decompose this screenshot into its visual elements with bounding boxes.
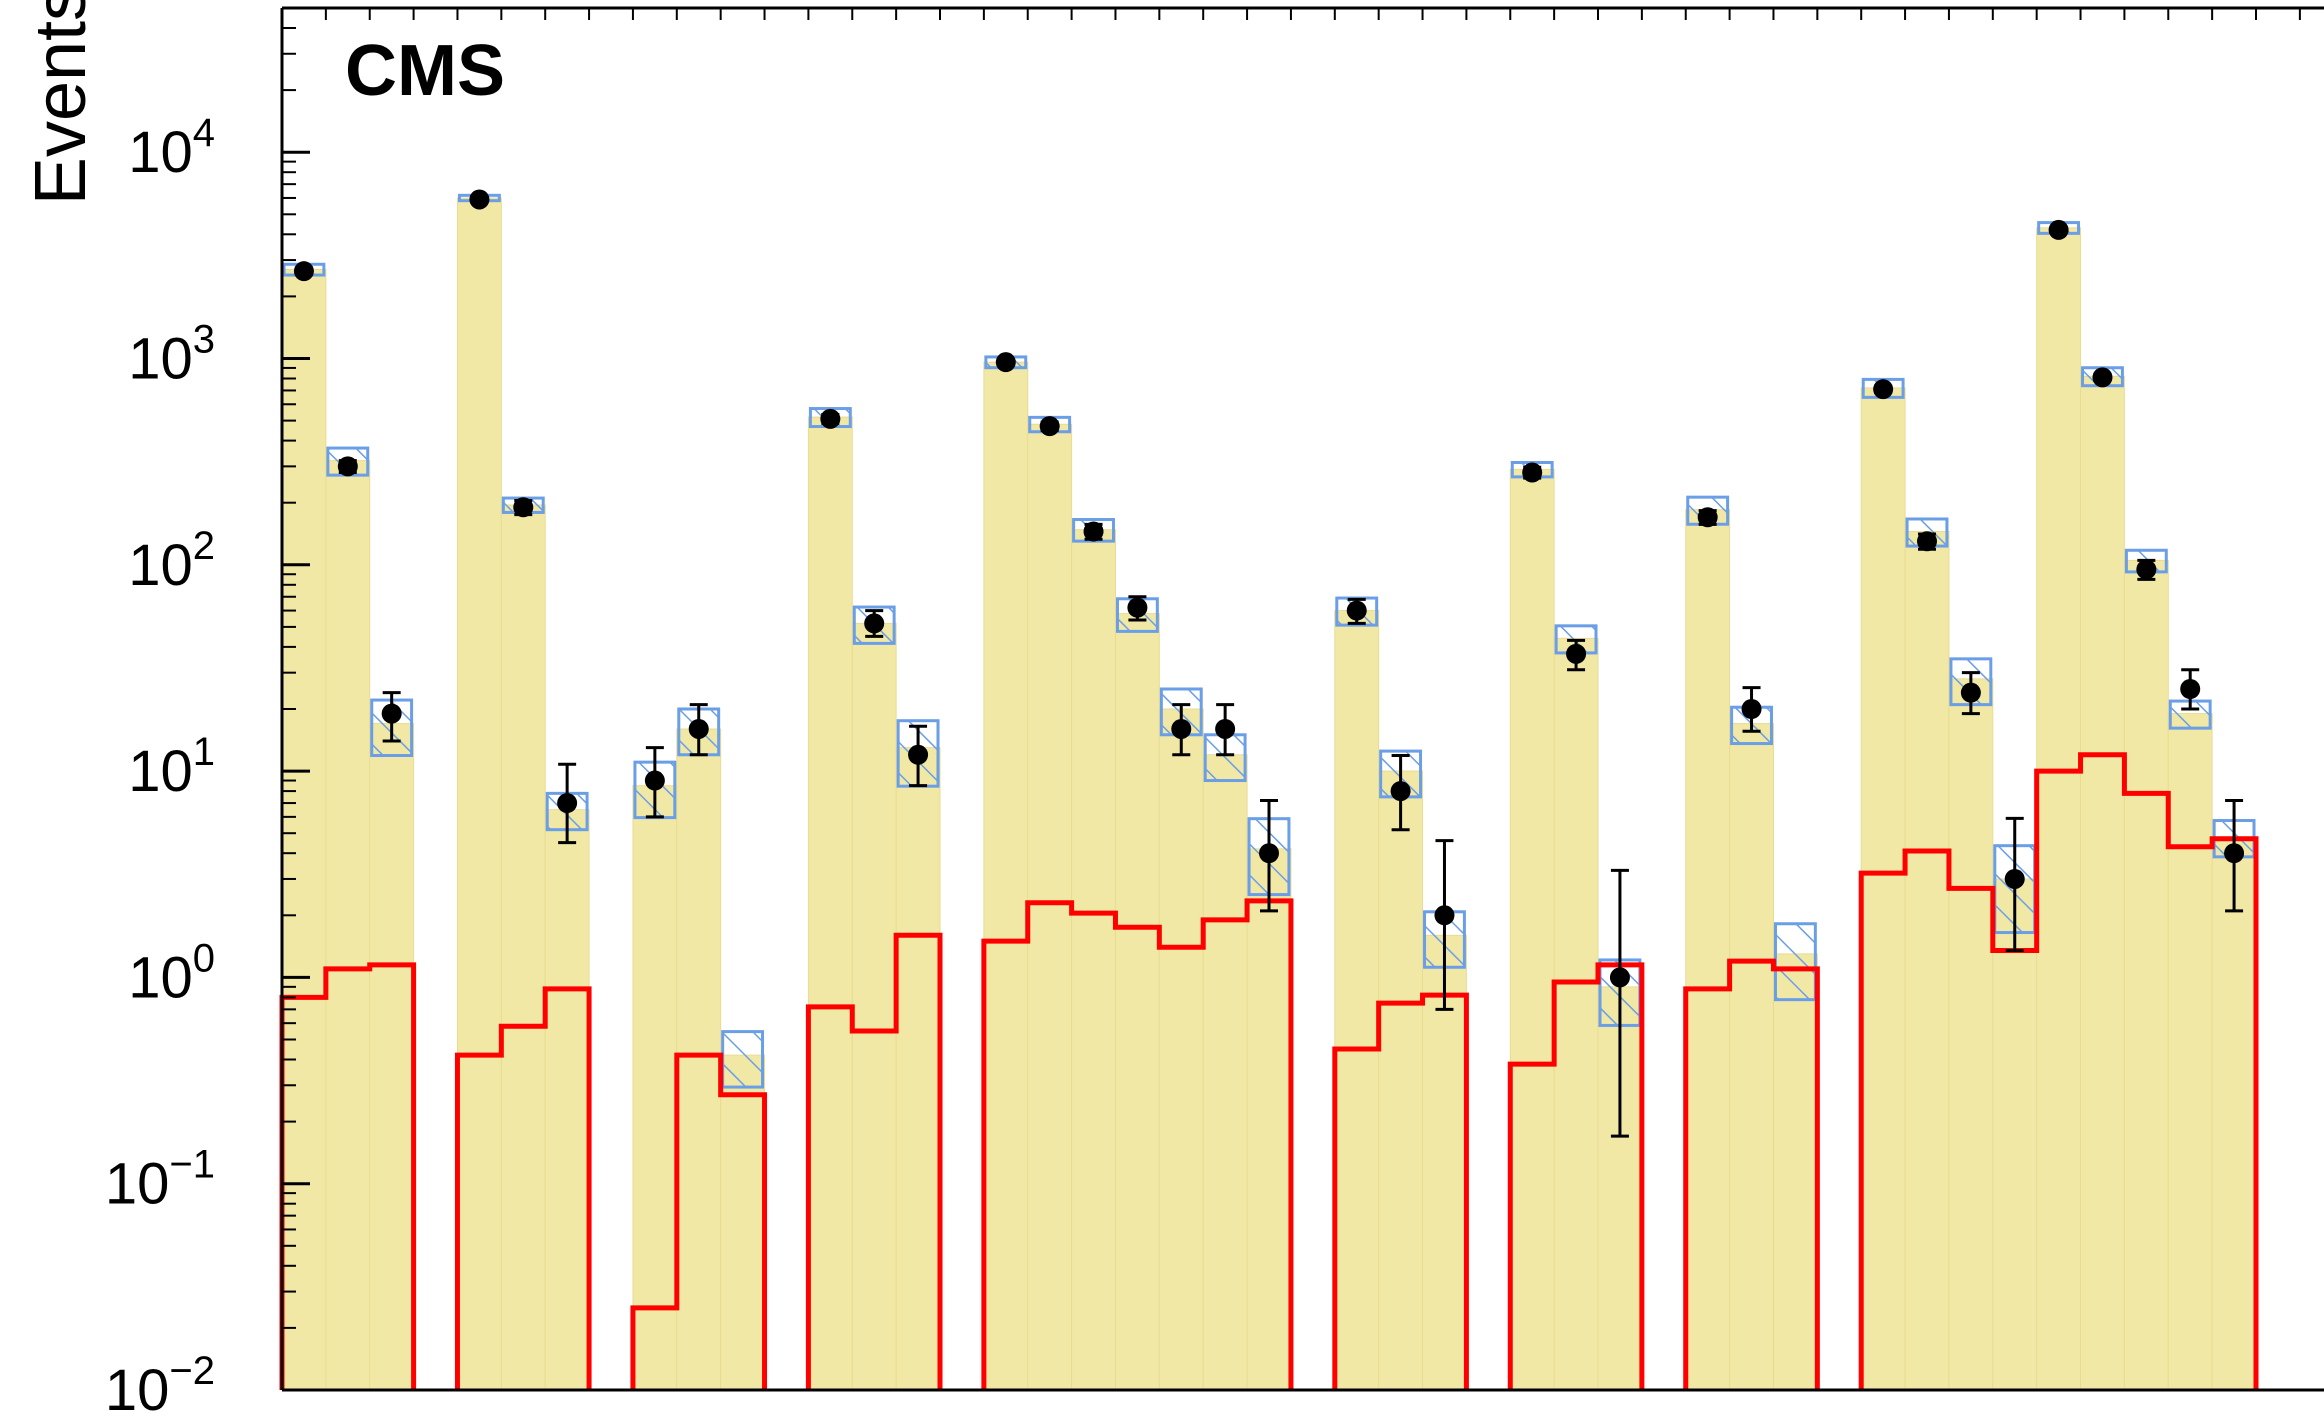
data-point <box>644 770 665 791</box>
background-bar <box>1685 509 1731 1391</box>
data-point <box>2004 868 2025 889</box>
background-bar <box>281 269 327 1391</box>
background-bar <box>1158 708 1204 1391</box>
data-point <box>1083 521 1104 542</box>
y-tick-label: 103 <box>128 317 215 391</box>
background-bar <box>807 416 853 1391</box>
data-point <box>1390 781 1411 802</box>
background-bar <box>676 728 722 1391</box>
background-bar <box>2211 836 2257 1391</box>
background-bar <box>500 504 546 1391</box>
data-point <box>1697 507 1718 528</box>
signal-line <box>1332 992 1469 1390</box>
data-point <box>1960 682 1981 703</box>
background-bar <box>1246 848 1292 1391</box>
data-point <box>1215 718 1236 739</box>
data-point <box>1917 531 1938 552</box>
y-tick-label: 100 <box>128 936 215 1010</box>
background-bar <box>2080 375 2125 1391</box>
y-tick-label: 104 <box>128 111 215 185</box>
data-point <box>820 408 841 429</box>
background-bar <box>1553 637 1599 1391</box>
background-bar <box>1202 754 1248 1391</box>
background-bar <box>1992 878 2038 1391</box>
signal-line <box>1858 752 2259 1390</box>
background-bar <box>1904 531 1950 1391</box>
uncertainty-box <box>721 1030 765 1089</box>
background-bar <box>1772 953 1818 1391</box>
data-point <box>469 189 490 210</box>
signal-line <box>1507 962 1645 1390</box>
background-bar <box>1860 387 1906 1391</box>
uncertainty-box <box>1773 922 1817 1002</box>
signal-line <box>981 898 1294 1390</box>
uncertainty-box <box>1905 517 1949 548</box>
data-point <box>1259 843 1280 864</box>
data-point <box>381 703 402 724</box>
data-point <box>557 793 578 814</box>
data-point <box>1127 597 1148 618</box>
background-bar <box>2036 227 2082 1391</box>
background-bar <box>1378 770 1424 1391</box>
data-point <box>864 613 885 634</box>
data-point <box>908 744 929 765</box>
data-points <box>293 189 2245 1138</box>
chart-title: CMS <box>345 31 505 111</box>
data-point <box>1434 905 1455 926</box>
data-point <box>688 718 709 739</box>
background-bar <box>720 1054 766 1391</box>
data-point <box>1741 698 1762 719</box>
data-point <box>2092 367 2113 388</box>
signal-line <box>1683 958 1820 1390</box>
y-axis-ticks: 10−2 10−1 100 101 102 103 104 <box>105 7 310 1423</box>
background-bar <box>2123 559 2169 1391</box>
background-bar <box>983 361 1029 1391</box>
background-bar <box>632 785 678 1391</box>
data-point <box>1522 462 1543 483</box>
y-tick-label: 10−2 <box>105 1349 215 1423</box>
background-bar <box>1948 678 1994 1391</box>
signal-line <box>630 1052 768 1390</box>
background-bar <box>2167 713 2213 1391</box>
signal-line <box>454 986 592 1390</box>
background-bar <box>369 723 415 1391</box>
y-axis-label: Events <box>21 0 101 205</box>
data-point <box>2136 559 2157 580</box>
data-point <box>1171 718 1192 739</box>
background-bar <box>1509 468 1555 1391</box>
background-bar <box>456 197 502 1391</box>
y-tick-label: 10−1 <box>105 1143 215 1217</box>
background-bar <box>544 809 590 1391</box>
data-point <box>1609 967 1630 988</box>
data-point <box>995 352 1016 373</box>
background-bar <box>1027 423 1073 1391</box>
background-bar <box>851 622 897 1391</box>
data-point <box>513 497 534 518</box>
background-bar <box>1114 613 1160 1391</box>
background-bar <box>1729 723 1774 1391</box>
signal-line <box>805 932 943 1390</box>
data-point <box>337 456 358 477</box>
uncertainty-box <box>2168 699 2212 730</box>
data-point <box>1039 416 1060 437</box>
y-tick-label: 101 <box>128 730 215 804</box>
data-point <box>293 261 314 282</box>
background-bars <box>281 197 2257 1391</box>
data-point <box>2180 679 2201 700</box>
data-point <box>2224 843 2245 864</box>
background-bar <box>1071 529 1116 1391</box>
data-point <box>1346 600 1367 621</box>
data-point <box>2048 219 2069 240</box>
y-tick-label: 102 <box>128 524 215 598</box>
background-bar <box>1334 610 1380 1391</box>
data-point <box>1566 643 1587 664</box>
background-bar <box>895 747 941 1391</box>
background-bar <box>325 460 371 1391</box>
axes <box>280 6 2324 1392</box>
data-point <box>1873 379 1894 400</box>
